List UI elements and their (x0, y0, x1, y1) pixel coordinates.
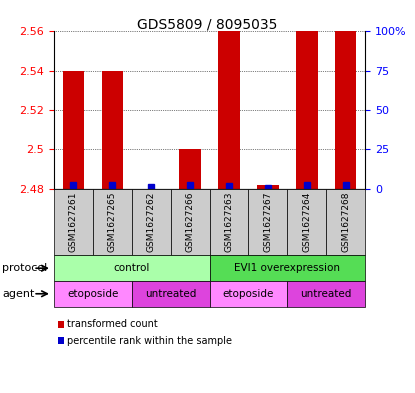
Text: transformed count: transformed count (67, 319, 158, 329)
Text: GSM1627262: GSM1627262 (147, 192, 156, 252)
Bar (257, 185, 278, 189)
Text: protocol: protocol (2, 263, 47, 273)
Text: EVI1 overexpression: EVI1 overexpression (234, 263, 340, 273)
Text: GSM1627263: GSM1627263 (225, 192, 234, 252)
Text: GSM1627261: GSM1627261 (69, 192, 78, 252)
Text: GSM1627268: GSM1627268 (341, 192, 350, 252)
Text: GSM1627264: GSM1627264 (303, 192, 311, 252)
Text: agent: agent (2, 289, 34, 299)
Text: GDS5809 / 8095035: GDS5809 / 8095035 (137, 18, 278, 32)
Bar (218, 31, 240, 189)
Text: GSM1627266: GSM1627266 (186, 192, 195, 252)
Text: GSM1627267: GSM1627267 (264, 192, 272, 252)
Text: GSM1627265: GSM1627265 (108, 192, 117, 252)
Bar (296, 31, 317, 189)
Text: untreated: untreated (300, 289, 352, 299)
Bar (63, 71, 84, 189)
Text: etoposide: etoposide (223, 289, 274, 299)
Text: control: control (114, 263, 150, 273)
Text: untreated: untreated (145, 289, 196, 299)
Bar (179, 149, 201, 189)
Bar (102, 71, 123, 189)
Bar (335, 31, 356, 189)
Text: etoposide: etoposide (67, 289, 119, 299)
Text: percentile rank within the sample: percentile rank within the sample (67, 336, 232, 346)
